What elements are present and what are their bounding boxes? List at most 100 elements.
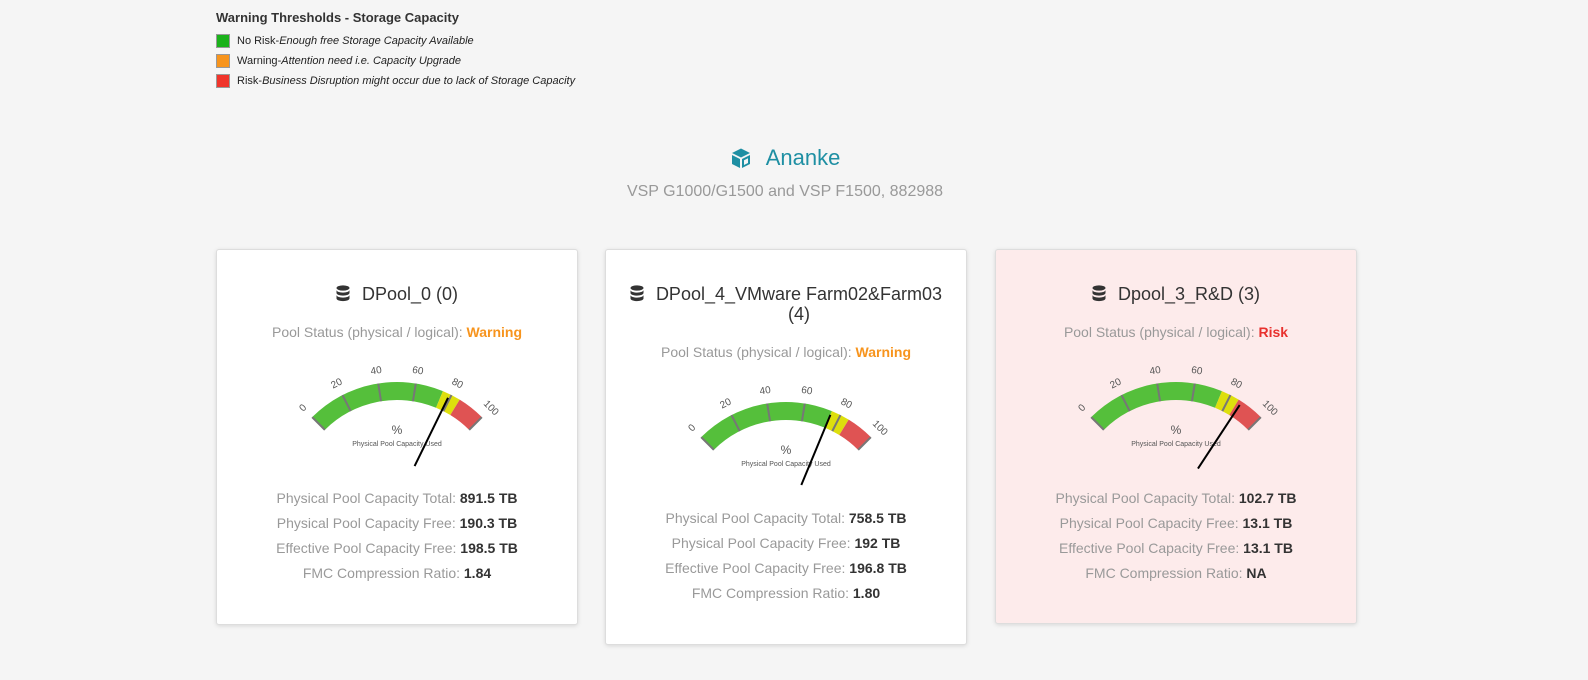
cube-icon [731,148,750,168]
gauge-tick [1156,383,1162,402]
gauge-tick-label: 20 [718,396,733,411]
pool-name: DPool_4_VMware Farm02&Farm03 [655,284,943,304]
stat-value: 192 TB [854,535,901,551]
pool-status: Pool Status (physical / logical): Warnin… [606,344,966,360]
legend-item-no-risk: No Risk - Enough free Storage Capacity A… [216,31,575,51]
gauge-unit: % [392,423,403,437]
gauge-tick [411,383,417,402]
stat-value: 102.7 TB [1238,490,1297,506]
gauge-tick [468,416,483,431]
pool-card-dpool-0: DPool_0 (0) Pool Status (physical / logi… [216,249,578,625]
gauge-tick-label: 20 [329,376,344,391]
gauge-band [450,399,482,430]
stat-total: Physical Pool Capacity Total: 102.7 TB [996,486,1356,511]
stat-value: 198.5 TB [460,540,518,556]
gauge-tick [377,383,383,402]
gauge-tick-label: 40 [370,365,383,378]
database-icon [630,285,644,302]
gauge-unit: % [781,443,792,457]
pool-name: Dpool_3_R&D (3) [1117,284,1261,304]
stat-label: FMC Compression Ratio: [1085,565,1247,581]
stat-effective: Effective Pool Capacity Free: 198.5 TB [217,536,577,561]
gauge-tick [730,414,741,432]
legend-item-warning: Warning - Attention need i.e. Capacity U… [216,51,575,71]
pool-title: DPool_0 (0) [217,284,577,304]
gauge-band [312,382,443,430]
pool-id: (4) [788,304,810,324]
gauge-tick [1221,394,1232,412]
pool-title: DPool_4_VMware Farm02&Farm03 (4) [606,284,966,324]
capacity-gauge: 0 20 40 60 80 100% Physical Pool Capacity Used [1076,365,1280,470]
stat-label: Effective Pool Capacity Free: [1059,540,1244,556]
gauge-tick [341,394,352,412]
gauge-tick-label: 100 [870,419,890,439]
gauge-tick [800,403,806,422]
stat-effective: Effective Pool Capacity Free: 13.1 TB [996,536,1356,561]
legend-item-risk: Risk - Business Disruption might occur d… [216,71,575,91]
legend-label: Risk [237,75,259,87]
stat-total: Physical Pool Capacity Total: 758.5 TB [606,506,966,531]
status-label: Pool Status (physical / logical): [271,324,467,340]
stat-value: 758.5 TB [848,510,907,526]
stat-free: Physical Pool Capacity Free: 13.1 TB [996,511,1356,536]
stat-value: 1.84 [463,565,492,581]
pool-card-dpool-3: Dpool_3_R&D (3) Pool Status (physical / … [995,249,1357,624]
stat-value: 13.1 TB [1242,515,1293,531]
red-swatch [216,74,230,88]
gauge-tick-label: 60 [411,365,424,378]
gauge-tick-label: 20 [1108,376,1123,391]
stat-fmc: FMC Compression Ratio: NA [996,561,1356,586]
legend-description: Business Disruption might occur due to l… [262,75,576,87]
gauge-tick-label: 40 [1149,365,1162,378]
gauge-tick-label: 80 [1229,377,1244,392]
stat-value: 190.3 TB [459,515,518,531]
gauge-tick-label: 0 [1076,402,1088,414]
system-name: Ananke [765,145,841,170]
stat-label: Effective Pool Capacity Free: [276,540,461,556]
gauge-caption: Physical Pool Capacity Used [352,441,442,448]
gauge-tick [311,416,326,431]
gauge-tick-label: 40 [759,385,772,398]
gauge-needle [413,397,449,467]
gauge-tick-label: 80 [450,377,465,392]
gauge-tick-label: 100 [481,399,501,419]
pool-stats: Physical Pool Capacity Total: 758.5 TB P… [606,506,966,606]
gauge-caption: Physical Pool Capacity Used [1131,441,1221,448]
stat-value: 196.8 TB [849,560,907,576]
gauge-tick [442,394,453,412]
gauge-tick [857,436,872,451]
stat-label: FMC Compression Ratio: [302,565,464,581]
stat-value: NA [1246,565,1267,581]
stat-label: Physical Pool Capacity Free: [671,535,855,551]
legend: Warning Thresholds - Storage Capacity No… [216,10,575,91]
stat-effective: Effective Pool Capacity Free: 196.8 TB [606,556,966,581]
capacity-gauge: 0 20 40 60 80 100% Physical Pool Capacity Used [297,365,501,467]
gauge-tick [1190,383,1196,402]
gauge-tick [1120,394,1131,412]
stat-fmc: FMC Compression Ratio: 1.84 [217,561,577,586]
legend-description: Attention need i.e. Capacity Upgrade [281,55,462,67]
storage-system-header: Ananke VSP G1000/G1500 and VSP F1500, 88… [0,145,1570,201]
database-icon [336,285,350,302]
stat-value: 891.5 TB [459,490,518,506]
gauge-tick-label: 60 [1190,365,1203,378]
gauge-tick-label: 100 [1260,399,1280,419]
capacity-gauge: 0 20 40 60 80 100% Physical Pool Capacity Used [686,385,890,486]
pool-card-dpool-4: DPool_4_VMware Farm02&Farm03 (4) Pool Sta… [605,249,967,645]
stat-value: 13.1 TB [1243,540,1293,556]
stat-total: Physical Pool Capacity Total: 891.5 TB [217,486,577,511]
stat-free: Physical Pool Capacity Free: 190.3 TB [217,511,577,536]
pool-status: Pool Status (physical / logical): Risk [996,324,1356,340]
gauge-tick [766,403,772,422]
gauge-band [839,419,871,450]
pool-title: Dpool_3_R&D (3) [996,284,1356,304]
status-label: Pool Status (physical / logical): [660,344,856,360]
pool-name: DPool_0 (0) [361,284,459,304]
database-icon [1092,285,1106,302]
gauge-band [1091,382,1222,430]
stat-label: Effective Pool Capacity Free: [665,560,850,576]
gauge-tick-label: 0 [686,422,698,434]
pool-stats: Physical Pool Capacity Total: 891.5 TB P… [217,486,577,586]
legend-title: Warning Thresholds - Storage Capacity [216,10,459,25]
gauge-band [701,402,832,450]
